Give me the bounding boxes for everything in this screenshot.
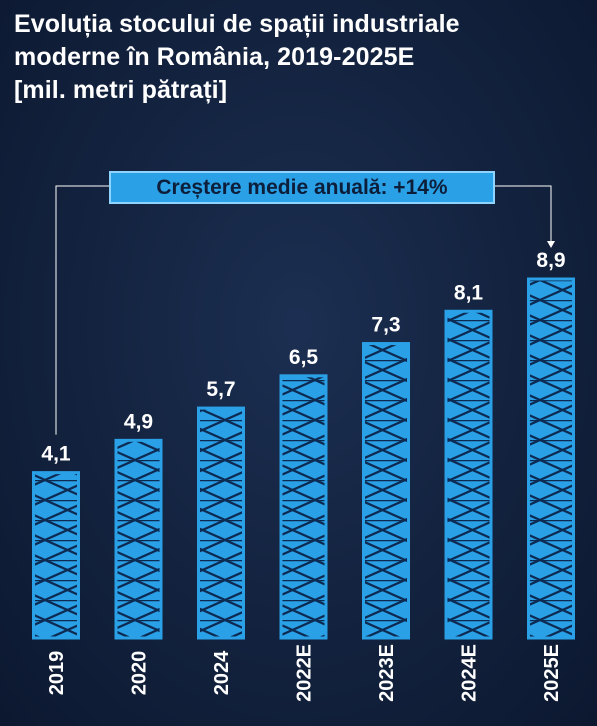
bar-2023E xyxy=(362,342,410,640)
value-label-2024: 5,7 xyxy=(206,378,235,401)
category-label-2025E: 2025E xyxy=(541,644,563,702)
connector-right xyxy=(495,185,552,242)
growth-callout-text: Creștere medie anuală: +14% xyxy=(156,175,448,199)
bar-2025E xyxy=(527,277,575,640)
category-labels-group: 2019 2020 2024 2022E 2023E 2024E 2025E xyxy=(46,644,563,702)
growth-callout: Creștere medie anuală: +14% xyxy=(109,171,495,204)
value-labels-group: 4,1 4,9 5,7 6,5 7,3 8,1 8,9 xyxy=(41,249,565,466)
chart-title-line-3: [mil. metri pătrați] xyxy=(14,76,228,104)
category-label-2023E: 2023E xyxy=(376,644,398,702)
bar-2019 xyxy=(32,471,80,640)
bar-2024 xyxy=(197,406,245,640)
category-label-2020: 2020 xyxy=(129,651,151,696)
bar-2020 xyxy=(114,438,163,640)
category-label-2022E: 2022E xyxy=(294,644,316,702)
value-label-2024E: 8,1 xyxy=(454,281,484,304)
value-label-2020: 4,9 xyxy=(124,410,153,433)
category-label-2024: 2024 xyxy=(211,650,233,695)
chart-title: Evoluția stocului de spații industriale … xyxy=(14,8,584,107)
growth-connector-lines xyxy=(55,185,555,435)
value-label-2025E: 8,9 xyxy=(536,249,565,272)
category-label-2024E: 2024E xyxy=(459,644,481,702)
bar-2022E xyxy=(279,374,328,640)
connector-left xyxy=(55,185,109,435)
connector-arrowhead xyxy=(547,241,555,248)
value-label-2022E: 6,5 xyxy=(289,346,319,369)
value-label-2019: 4,1 xyxy=(41,443,71,466)
value-label-2023E: 7,3 xyxy=(371,314,400,337)
bar-2024E xyxy=(444,309,493,640)
category-label-2019: 2019 xyxy=(46,651,68,696)
bars-group xyxy=(32,277,575,640)
chart-title-line-2: moderne în România, 2019-2025E xyxy=(14,43,415,71)
chart-title-line-1: Evoluția stocului de spații industriale xyxy=(14,10,460,38)
